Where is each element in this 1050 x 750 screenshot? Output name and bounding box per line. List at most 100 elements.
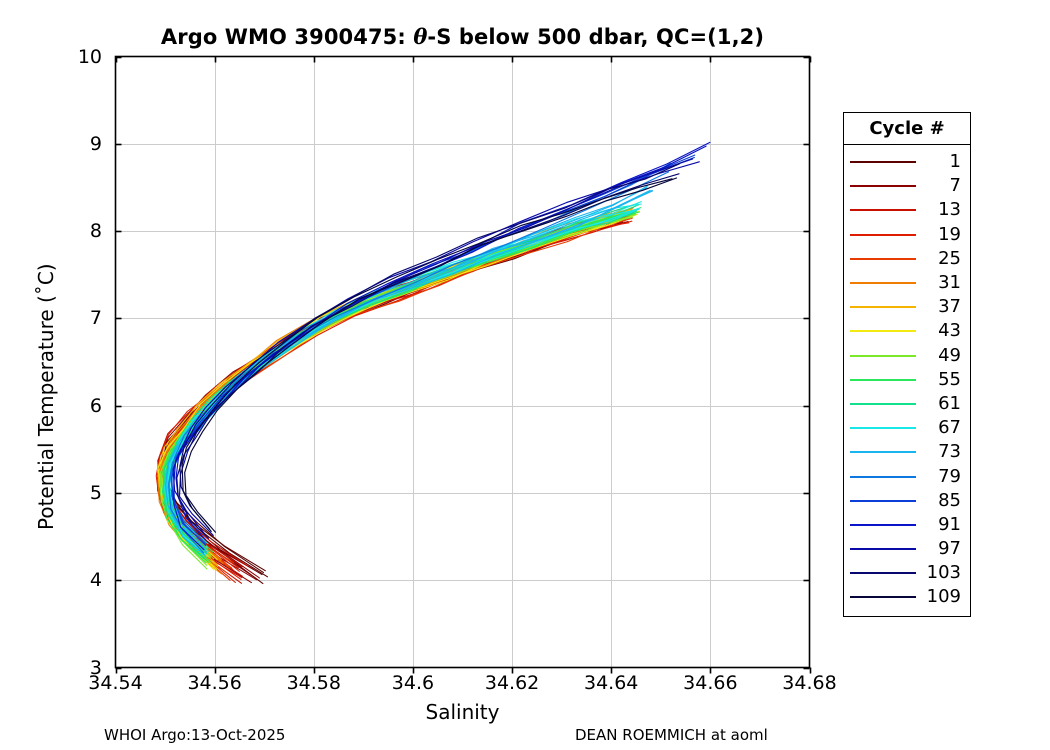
legend-item[interactable]: 31: [844, 271, 970, 295]
x-tick-label: 34.54: [88, 672, 143, 694]
legend-color-swatch: [850, 209, 916, 212]
legend-color-swatch: [850, 475, 916, 478]
legend-item[interactable]: 7: [844, 174, 970, 198]
series-line: [179, 163, 681, 530]
legend-item[interactable]: 61: [844, 392, 970, 416]
chart-title: Argo WMO 3900475: θ-S below 500 dbar, QC…: [115, 24, 810, 49]
series-line: [165, 185, 649, 550]
legend-item-label: 7: [949, 175, 961, 197]
x-tick-label: 34.56: [187, 672, 242, 694]
legend-item-label: 49: [938, 344, 961, 366]
legend-item[interactable]: 109: [844, 585, 970, 609]
legend-item[interactable]: 1: [844, 150, 970, 174]
series-line: [164, 223, 623, 585]
series-line: [164, 215, 632, 579]
legend-item-label: 85: [938, 489, 961, 511]
y-tick-label: 6: [89, 394, 102, 417]
y-tick-label: 7: [89, 307, 102, 330]
legend-color-swatch: [850, 572, 916, 575]
y-tick-label: 9: [89, 132, 102, 155]
legend-item[interactable]: 37: [844, 295, 970, 319]
series-line: [176, 173, 680, 539]
legend-item-label: 55: [938, 368, 961, 390]
legend-item-label: 19: [938, 223, 961, 245]
x-tick-label: 34.58: [286, 672, 341, 694]
series-line: [175, 141, 711, 541]
series-line: [157, 222, 630, 584]
legend-color-swatch: [850, 185, 916, 188]
theta-symbol: θ: [413, 24, 428, 49]
gridlines: [115, 56, 810, 668]
legend-color-swatch: [850, 402, 916, 405]
legend-title: Cycle #: [844, 113, 970, 145]
series-line: [184, 177, 678, 533]
legend-item[interactable]: 91: [844, 513, 970, 537]
legend-item[interactable]: 19: [844, 223, 970, 247]
axes-frame: [114, 55, 811, 669]
legend-item[interactable]: 49: [844, 344, 970, 368]
title-prefix: Argo WMO 3900475:: [160, 25, 414, 49]
legend-item[interactable]: 79: [844, 464, 970, 488]
x-tick-label: 34.62: [484, 672, 540, 694]
legend-item-label: 109: [926, 586, 961, 608]
legend-item-label: 25: [938, 247, 961, 269]
legend-item[interactable]: 103: [844, 561, 970, 585]
legend-item[interactable]: 73: [844, 440, 970, 464]
legend-item-label: 61: [938, 392, 961, 414]
y-tick-label: 10: [77, 45, 102, 68]
legend-item-label: 13: [938, 199, 961, 221]
tick-marks: [115, 56, 812, 674]
legend-item[interactable]: 55: [844, 368, 970, 392]
legend-color-swatch: [850, 330, 916, 333]
legend-color-swatch: [850, 451, 916, 454]
legend-item[interactable]: 97: [844, 537, 970, 561]
legend-color-swatch: [850, 523, 916, 526]
legend-item-label: 1: [949, 151, 961, 173]
legend-item-label: 79: [938, 465, 961, 487]
legend-color-swatch: [850, 378, 916, 381]
title-suffix: -S below 500 dbar, QC=(1,2): [427, 25, 765, 49]
legend-color-swatch: [850, 233, 916, 236]
legend-item[interactable]: 43: [844, 319, 970, 343]
footer-left: WHOI Argo:13-Oct-2025: [104, 726, 286, 744]
legend-item[interactable]: 85: [844, 489, 970, 513]
legend-item-label: 103: [926, 562, 961, 584]
legend-color-swatch: [850, 427, 916, 430]
legend-item-label: 43: [938, 320, 961, 342]
legend-item-label: 97: [938, 538, 961, 560]
legend-color-swatch: [850, 257, 916, 260]
series-line: [164, 213, 639, 571]
legend-item-label: 31: [938, 272, 961, 294]
legend-color-swatch: [850, 596, 916, 599]
legend-color-swatch: [850, 548, 916, 551]
legend-color-swatch: [850, 354, 916, 357]
legend-item-label: 67: [938, 417, 961, 439]
y-tick-label: 5: [89, 481, 102, 504]
series-line: [158, 217, 633, 581]
legend-item-label: 37: [938, 296, 961, 318]
legend-item[interactable]: 13: [844, 198, 970, 222]
y-tick-label: 4: [89, 569, 102, 592]
legend-color-swatch: [850, 161, 916, 164]
y-axis-label: Potential Temperature (˚C): [34, 263, 58, 530]
data-series-layer: [155, 141, 711, 585]
footer-right: DEAN ROEMMICH at aoml: [575, 726, 768, 744]
legend-color-swatch: [850, 282, 916, 285]
series-line: [172, 158, 694, 536]
legend-item[interactable]: 67: [844, 416, 970, 440]
legend: Cycle # 1 7 13 19 25 31 37 43 49 55 61 67 73 79 85 91 97…: [843, 112, 971, 617]
legend-entries: 1 7 13 19 25 31 37 43 49 55 61 67 73 79 85 91 97 103 109: [844, 145, 970, 616]
legend-color-swatch: [850, 306, 916, 309]
legend-item-label: 91: [938, 513, 961, 535]
legend-item-label: 73: [938, 441, 961, 463]
x-tick-label: 34.64: [584, 672, 639, 694]
x-tick-label: 34.6: [391, 672, 435, 694]
y-tick-label: 3: [89, 656, 102, 679]
legend-color-swatch: [850, 499, 916, 502]
x-axis-label: Salinity: [425, 700, 500, 724]
y-tick-label: 8: [89, 220, 102, 243]
legend-item[interactable]: 25: [844, 247, 970, 271]
series-line: [167, 217, 626, 578]
